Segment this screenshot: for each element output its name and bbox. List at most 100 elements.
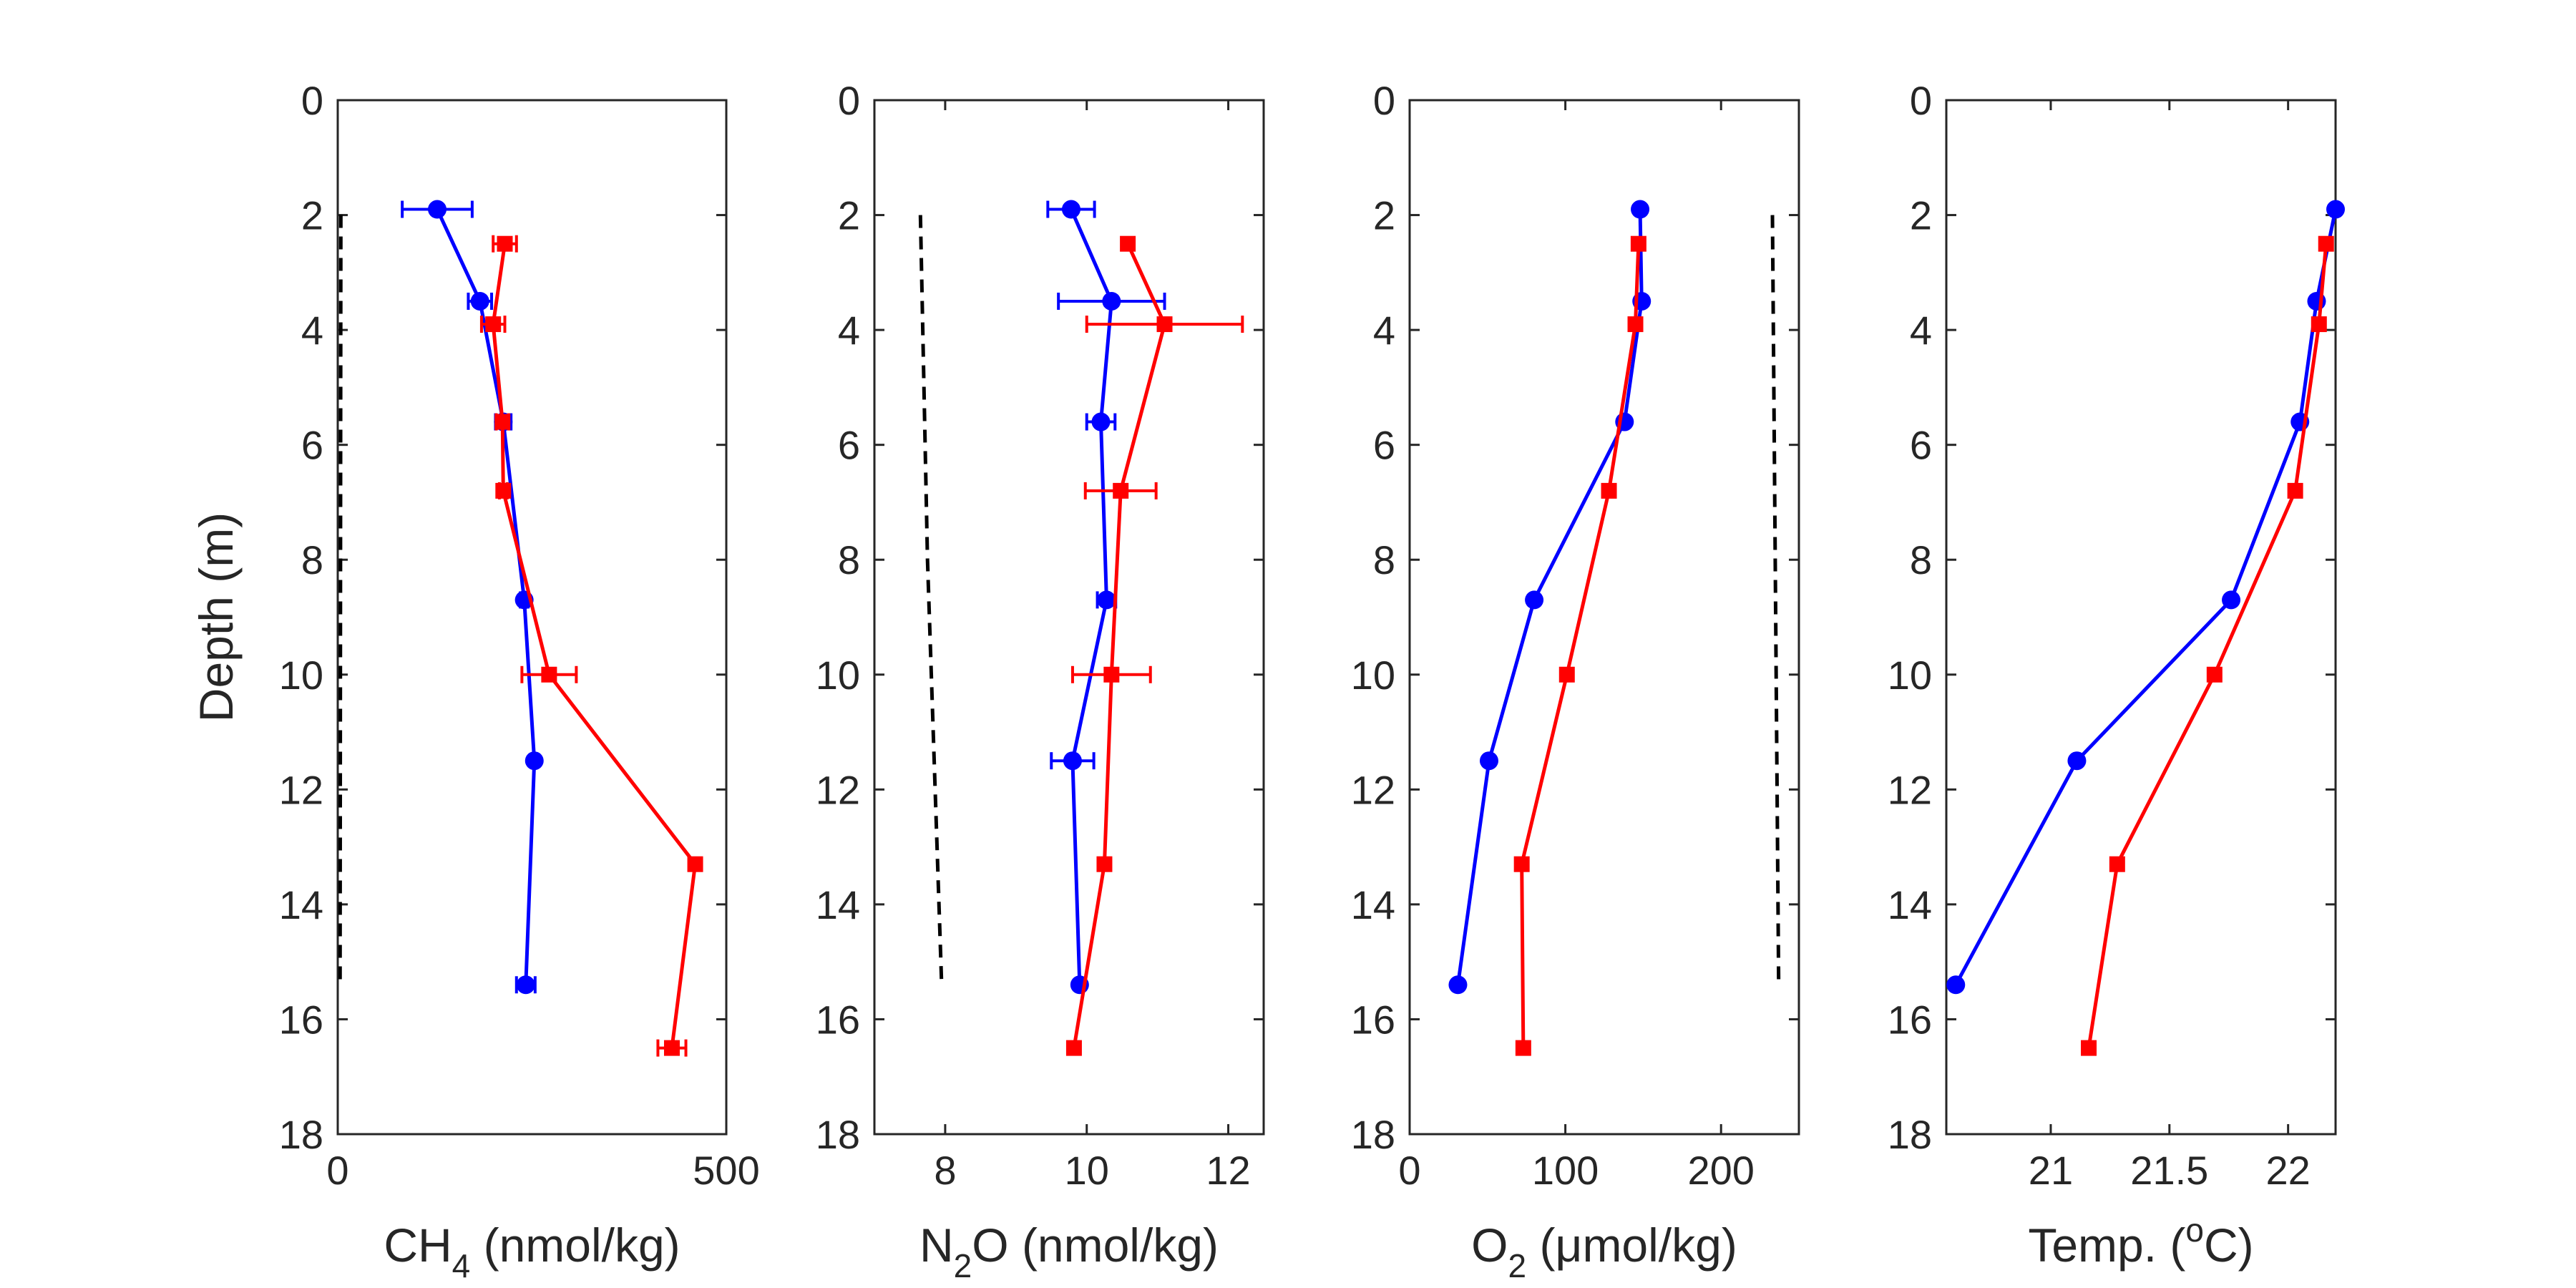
y-axis-label: Depth (m) [190,512,243,722]
y-tick-label: 4 [1910,308,1932,353]
y-tick-label: 4 [301,308,323,353]
data-point [541,666,557,683]
data-point [1479,751,1498,771]
y-tick-label: 18 [1351,1112,1395,1157]
x-tick-label: 21 [2029,1148,2073,1193]
series-3 [338,215,343,985]
series-line [491,243,698,1048]
data-point [2206,666,2223,683]
x-tick-label: 0 [1398,1148,1420,1193]
series-line [1954,209,2338,986]
data-point [470,291,489,311]
data-point [428,200,447,219]
series-line [2087,243,2328,1048]
y-tick-label: 16 [1888,997,1932,1042]
data-point [663,1040,680,1056]
series-line [1069,208,1113,985]
y-tick-label: 8 [838,537,860,582]
y-tick-label: 0 [838,78,860,123]
data-point [1525,590,1544,610]
x-tick-label: 12 [1206,1148,1250,1193]
series-line [1072,243,1167,1048]
series-3 [918,215,944,985]
data-point [2318,235,2334,252]
series-1 [1046,200,1166,995]
data-point [525,751,544,771]
y-tick-label: 10 [1888,653,1932,698]
series-3 [1770,215,1781,985]
y-tick-label: 16 [816,997,860,1042]
data-point [1558,666,1575,683]
data-point [1515,1040,1531,1056]
y-tick-label: 18 [279,1112,323,1157]
axes-frame [1408,99,1800,1136]
x-axis-label-part: (μmol/kg) [1526,1219,1737,1272]
data-point [1097,590,1116,610]
x-axis-label: O2 (μmol/kg) [1471,1219,1737,1284]
x-axis-label-part: CH [384,1219,452,1272]
series-2 [479,235,703,1057]
axes-frame [336,99,728,1136]
data-point [1113,482,1129,499]
x-tick-label: 200 [1687,1148,1754,1193]
data-point [1627,316,1644,333]
data-point [1102,291,1121,311]
data-point [516,975,535,995]
y-tick-label: 10 [816,653,860,698]
y-tick-label: 2 [838,193,860,238]
data-point [1156,316,1173,333]
series-line [918,215,944,985]
x-tick-label: 21.5 [2130,1148,2208,1193]
x-axis-label: Temp. (oC) [2028,1211,2253,1272]
data-point [2287,482,2303,499]
data-point [1063,751,1082,771]
x-tick-label: 8 [934,1148,956,1193]
series-line [435,208,537,985]
data-point [1065,1040,1082,1056]
y-tick-label: 6 [1373,423,1395,468]
data-point [1120,235,1136,252]
data-point [1601,482,1617,499]
data-point [1091,412,1111,431]
y-tick-label: 8 [1910,537,1932,582]
x-axis-label-subscript: 4 [452,1247,471,1284]
y-tick-label: 0 [1910,78,1932,123]
y-tick-label: 10 [1351,653,1395,698]
y-tick-label: 2 [301,193,323,238]
y-tick-label: 12 [816,767,860,812]
y-tick-label: 6 [1910,423,1932,468]
y-tick-label: 10 [279,653,323,698]
data-point [1061,200,1080,219]
y-tick-label: 14 [279,882,323,927]
series-line [338,215,343,985]
data-point [497,235,513,252]
data-point [1630,235,1646,252]
data-point [1946,975,1966,995]
x-tick-label: 500 [693,1148,759,1193]
y-tick-label: 12 [279,767,323,812]
y-tick-label: 16 [279,997,323,1042]
series-2 [2081,235,2334,1056]
data-point [2222,590,2241,610]
series-line [1770,215,1781,985]
y-tick-label: 2 [1373,193,1395,238]
data-point [687,856,703,872]
x-axis-label-part: (nmol/kg) [470,1219,680,1272]
data-point [2067,751,2087,771]
x-axis-label-superscript: o [2185,1211,2204,1249]
x-axis-label-part: N [919,1219,954,1272]
data-point [2311,316,2327,333]
y-tick-label: 14 [816,882,860,927]
x-tick-label: 0 [326,1148,348,1193]
data-point [485,316,502,333]
y-tick-label: 6 [301,423,323,468]
data-point [2109,856,2125,872]
y-tick-label: 14 [1888,882,1932,927]
data-point [1631,200,1650,219]
y-tick-label: 2 [1910,193,1932,238]
data-point [495,482,512,499]
x-axis-label: N2O (nmol/kg) [919,1219,1219,1284]
